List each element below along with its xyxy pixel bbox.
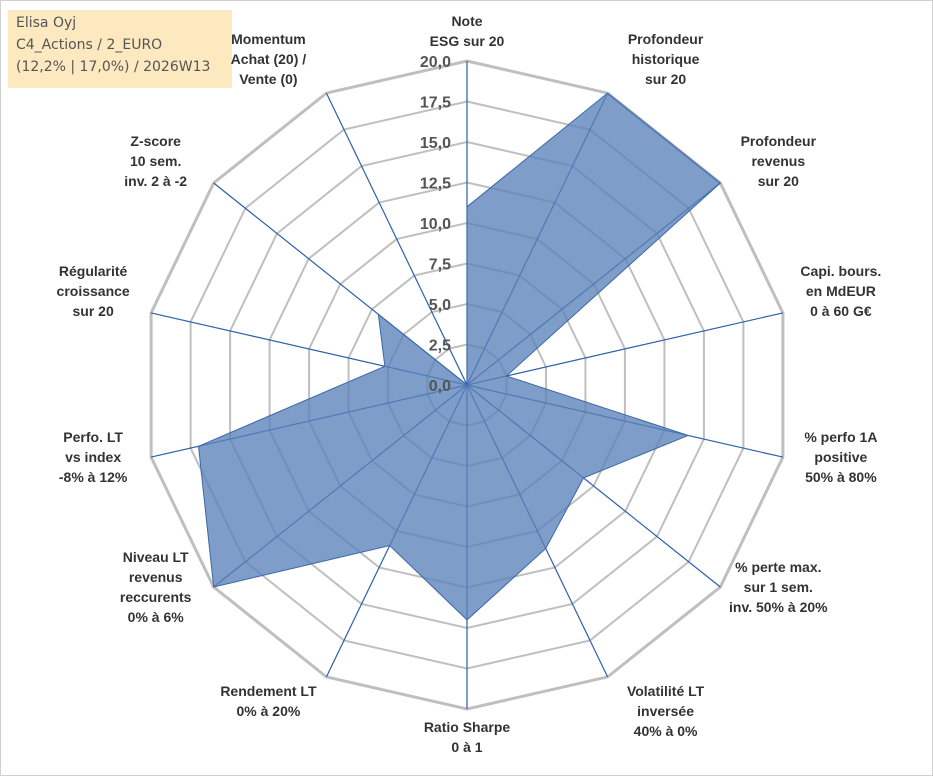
axis-label: reccurents [120, 589, 192, 605]
axis-label: sur 20 [758, 173, 799, 189]
axis-label: 0% à 6% [128, 609, 185, 625]
axis-label: positive [814, 449, 867, 465]
axis-label: Profondeur [628, 31, 704, 47]
tick-label: 12,5 [420, 176, 451, 193]
radial-tick-labels: 0,0 2,5 5,0 7,5 10,0 12,5 15,0 17,5 20,0 [420, 54, 451, 395]
axis-label: -8% à 12% [59, 469, 128, 485]
axis-label: vs index [65, 449, 121, 465]
series-area [197, 92, 722, 621]
radar-series [197, 92, 722, 621]
axis-label: Volatilité LT [627, 683, 705, 699]
axis-label: revenus [751, 153, 805, 169]
axis-label: 0 à 1 [451, 739, 482, 755]
axis-label: Niveau LT [123, 549, 189, 565]
axis-spoke [466, 312, 784, 386]
axis-label: % perfo 1A [804, 429, 877, 445]
axis-label: sur 20 [645, 71, 686, 87]
axis-label: Note [451, 13, 482, 29]
axis-label: inversée [637, 703, 694, 719]
tick-label: 15,0 [420, 135, 451, 152]
axis-label: en MdEUR [806, 283, 876, 299]
axis-label: Perfo. LT [63, 429, 123, 445]
axis-label: revenus [129, 569, 183, 585]
axis-label: Profondeur [741, 133, 817, 149]
axis-labels: Note ESG sur 20 Profondeur historique sur 20… [57, 13, 882, 755]
info-box: Elisa Oyj C4_Actions / 2_EURO (12,2% | 1… [8, 10, 232, 88]
tick-label: 2,5 [429, 338, 451, 355]
axis-label: Z-score [130, 133, 181, 149]
axis-label: 0 à 60 G€ [810, 303, 872, 319]
axis-label: inv. 2 à -2 [124, 173, 187, 189]
axis-label: 10 sem. [130, 153, 181, 169]
axis-label: Vente (0) [239, 71, 297, 87]
axis-label: Achat (20) / [231, 51, 307, 67]
axis-label: sur 1 sem. [744, 579, 813, 595]
tick-label: 10,0 [420, 216, 451, 233]
axis-label: Capi. bours. [800, 263, 881, 279]
axis-label: sur 20 [72, 303, 113, 319]
performance-stats: (12,2% | 17,0%) / 2026W13 [16, 59, 211, 75]
axis-spoke [325, 92, 468, 386]
axis-label: inv. 50% à 20% [729, 599, 828, 615]
axis-label: historique [632, 51, 700, 67]
tick-label: 17,5 [420, 95, 451, 112]
axis-label: % perte max. [735, 559, 821, 575]
axis-label: Momentum [231, 31, 306, 47]
axis-label: Ratio Sharpe [424, 719, 511, 735]
portfolio-label: C4_Actions / 2_EURO [16, 37, 163, 53]
axis-label: ESG sur 20 [430, 33, 505, 49]
tick-label: 5,0 [429, 297, 451, 314]
axis-label: 50% à 80% [805, 469, 877, 485]
tick-label: 7,5 [429, 257, 451, 274]
axis-label: 0% à 20% [237, 703, 301, 719]
axis-label: 40% à 0% [634, 723, 698, 739]
tick-label: 20,0 [420, 54, 451, 71]
axis-label: Rendement LT [220, 683, 317, 699]
tick-label: 0,0 [429, 378, 451, 395]
axis-label: croissance [57, 283, 130, 299]
axis-label: Régularité [59, 263, 128, 279]
company-name: Elisa Oyj [16, 15, 77, 31]
